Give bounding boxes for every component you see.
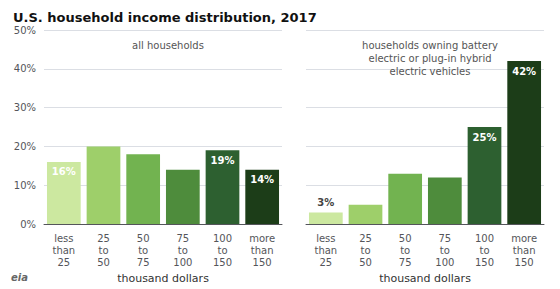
svg-text:100: 100	[435, 257, 454, 268]
svg-text:to: to	[217, 245, 227, 256]
svg-text:50: 50	[359, 257, 372, 268]
svg-text:100: 100	[475, 233, 494, 244]
svg-text:75: 75	[438, 233, 451, 244]
svg-text:100: 100	[213, 233, 232, 244]
svg-text:75: 75	[137, 257, 150, 268]
svg-text:20%: 20%	[14, 141, 36, 152]
svg-text:than: than	[251, 245, 274, 256]
svg-text:40%: 40%	[14, 63, 36, 74]
svg-text:to: to	[138, 245, 148, 256]
svg-text:75: 75	[176, 233, 189, 244]
svg-text:0%: 0%	[20, 219, 36, 230]
svg-text:all households: all households	[132, 40, 204, 51]
svg-text:50: 50	[399, 233, 412, 244]
svg-text:electric or plug-in hybrid: electric or plug-in hybrid	[368, 53, 491, 64]
svg-text:than: than	[52, 245, 75, 256]
svg-text:16%: 16%	[52, 166, 76, 177]
svg-text:25: 25	[97, 233, 110, 244]
svg-text:3%: 3%	[317, 197, 334, 208]
svg-text:thousand dollars: thousand dollars	[379, 272, 471, 285]
svg-text:more: more	[249, 233, 275, 244]
svg-text:to: to	[400, 245, 410, 256]
svg-text:150: 150	[515, 257, 534, 268]
svg-text:14%: 14%	[250, 174, 274, 185]
svg-text:than: than	[513, 245, 536, 256]
svg-text:to: to	[440, 245, 450, 256]
svg-text:100: 100	[173, 257, 192, 268]
svg-text:less: less	[54, 233, 73, 244]
svg-text:25%: 25%	[473, 132, 497, 143]
svg-text:to: to	[178, 245, 188, 256]
svg-text:75: 75	[399, 257, 412, 268]
svg-text:less: less	[316, 233, 335, 244]
svg-text:150: 150	[253, 257, 272, 268]
svg-text:to: to	[360, 245, 370, 256]
svg-text:50: 50	[97, 257, 110, 268]
svg-text:25: 25	[57, 257, 70, 268]
svg-text:150: 150	[213, 257, 232, 268]
svg-text:150: 150	[475, 257, 494, 268]
svg-text:30%: 30%	[14, 102, 36, 113]
svg-text:50: 50	[137, 233, 150, 244]
svg-text:thousand dollars: thousand dollars	[117, 272, 209, 285]
svg-text:42%: 42%	[512, 66, 536, 77]
svg-text:electric vehicles: electric vehicles	[390, 66, 471, 77]
svg-text:19%: 19%	[211, 155, 235, 166]
svg-text:than: than	[314, 245, 337, 256]
svg-text:to: to	[479, 245, 489, 256]
svg-text:eia: eia	[11, 272, 28, 283]
svg-text:to: to	[98, 245, 108, 256]
svg-text:U.S. household income distribu: U.S. household income distribution, 2017	[13, 10, 317, 25]
svg-text:households owning battery: households owning battery	[362, 40, 498, 51]
svg-text:25: 25	[319, 257, 332, 268]
svg-text:50%: 50%	[14, 25, 36, 36]
svg-text:25: 25	[359, 233, 372, 244]
svg-text:more: more	[511, 233, 537, 244]
svg-text:10%: 10%	[14, 180, 36, 191]
